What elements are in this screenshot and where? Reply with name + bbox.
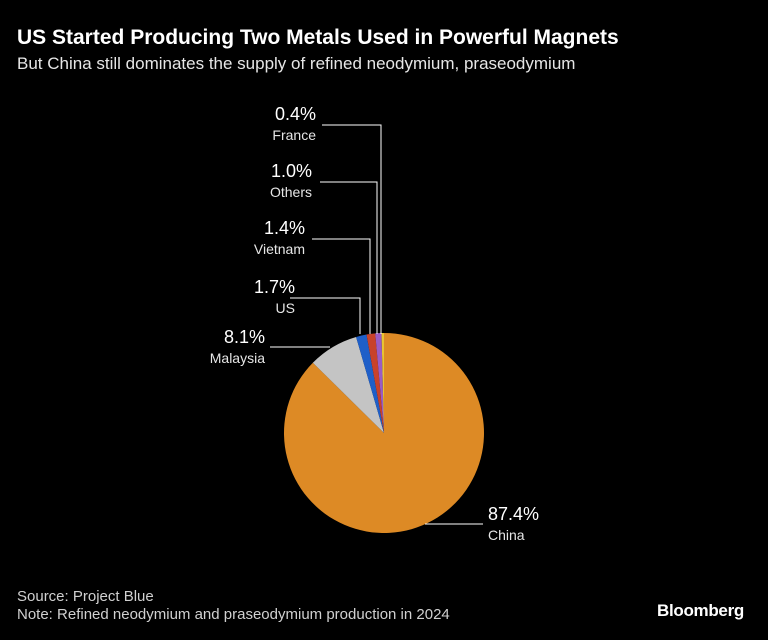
leader-line-france: [322, 124, 382, 334]
pie-slice-france: [381, 333, 384, 433]
chart-title: US Started Producing Two Metals Used in …: [17, 26, 619, 49]
others-value-label: 1.0%: [271, 161, 312, 181]
china-value-label: 87.4%: [488, 504, 539, 524]
leader-line-vietnam: [312, 238, 371, 334]
china-name-label: China: [488, 527, 525, 543]
us-name-label: US: [276, 300, 295, 316]
others-name-label: Others: [270, 184, 312, 200]
france-value-label: 0.4%: [275, 104, 316, 124]
vietnam-name-label: Vietnam: [254, 241, 305, 257]
malaysia-name-label: Malaysia: [210, 350, 265, 366]
pie-slice-others: [375, 333, 384, 433]
pie-slice-us: [356, 334, 384, 433]
france-name-label: France: [272, 127, 316, 143]
bloomberg-logo: Bloomberg: [656, 601, 744, 620]
malaysia-value-label: 8.1%: [224, 327, 265, 347]
vietnam-value-label: 1.4%: [264, 218, 305, 238]
chart-subtitle: But China still dominates the supply of …: [17, 54, 576, 73]
source-note: Source: Project Blue: [17, 588, 154, 605]
pie-slice-vietnam: [366, 333, 384, 433]
leader-line-others: [320, 181, 378, 334]
pie-slice-malaysia: [312, 336, 384, 433]
footnote: Note: Refined neodymium and praseodymium…: [17, 606, 450, 623]
us-value-label: 1.7%: [254, 277, 295, 297]
leader-line-us: [290, 297, 361, 334]
